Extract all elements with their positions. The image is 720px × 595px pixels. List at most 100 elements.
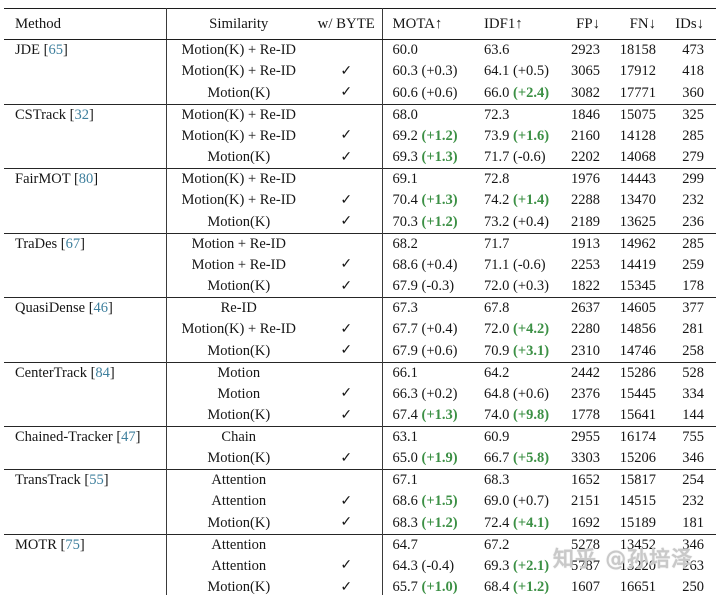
byte-check-cell [311, 361, 383, 383]
fn-cell: 14128 [619, 127, 656, 144]
idf1-cell: 70.9 (+3.1) [484, 342, 550, 359]
table-row: TransTrack [55] Attention 67.1 68.3 1652 1581… [4, 469, 716, 534]
delta-badge: (+0.2) [421, 385, 458, 402]
ids-cell: 259 [682, 256, 704, 273]
table-row: Motion(K) ✓ 60.6 (+0.6) 66.0 (+2.4) 3082 1777… [4, 82, 716, 104]
fp-cell: 1913 [562, 232, 606, 254]
checkmark-icon: ✓ [340, 321, 353, 337]
citation-link[interactable]: 80 [78, 171, 94, 187]
byte-check-cell [311, 426, 383, 448]
citation-link[interactable]: 75 [65, 536, 80, 553]
fp-cell: 1778 [571, 407, 600, 423]
byte-check-cell: ✓ [311, 447, 383, 470]
mota-cell: 68.2 [382, 232, 474, 254]
idf1-cell: 69.0 (+0.7) [484, 493, 549, 509]
delta-badge: (+0.4) [421, 321, 458, 337]
mota-cell: 60.6 (+0.6) [392, 84, 458, 101]
citation-link[interactable]: 32 [74, 106, 90, 123]
similarity-cell: Motion(K) [207, 342, 271, 359]
similarity-cell: Motion(K) + Re-ID [166, 39, 311, 61]
table-row: QuasiDense [46] Re-ID 67.3 67.8 2637 14605 377 [4, 297, 716, 362]
fn-cell: 14605 [606, 297, 662, 319]
citation-link[interactable]: 47 [121, 429, 136, 445]
idf1-cell: 72.0 (+0.3) [484, 278, 549, 294]
similarity-cell: Motion [217, 385, 261, 402]
checkmark-icon: ✓ [340, 407, 353, 423]
table-row: Motion(K) ✓ 68.3 (+1.2) 72.4 (+4.1) 1692 1518… [4, 512, 716, 534]
col-header-mota: MOTA↑ [382, 8, 474, 40]
citation-link[interactable]: 46 [93, 300, 109, 316]
delta-badge: (-0.4) [421, 557, 455, 574]
fn-cell: 13470 [619, 192, 656, 208]
table-row: Motion(K) ✓ 67.9 (+0.6) 70.9 (+3.1) 2310 1474… [4, 340, 716, 362]
idf1-cell: 73.9 (+1.6) [484, 127, 550, 144]
fp-cell: 3303 [571, 450, 600, 466]
mota-cell: 66.3 (+0.2) [392, 385, 458, 402]
fp-cell: 2376 [571, 385, 600, 402]
method-cell: CenterTrack [84] [4, 361, 167, 427]
citation-link[interactable]: 84 [95, 364, 110, 381]
table-row: Motion(K) + Re-ID ✓ 70.4 (+1.3) 74.2 (+1.4)… [4, 189, 716, 211]
delta-badge: (+0.3) [421, 63, 458, 79]
fn-cell: 15817 [606, 469, 662, 491]
delta-badge: (+1.2) [421, 127, 458, 144]
delta-badge: (+1.2) [421, 514, 458, 531]
fn-cell: 16174 [606, 426, 662, 448]
citation-link[interactable]: 67 [65, 235, 81, 252]
ids-cell: 346 [682, 450, 704, 466]
mota-cell: 64.7 [382, 533, 474, 555]
table-row: Motion(K) ✓ 65.0 (+1.9) 66.7 (+5.8) 3303 1520… [4, 447, 716, 470]
mota-cell: 63.1 [382, 426, 474, 448]
table-row: Motion ✓ 66.3 (+0.2) 64.8 (+0.6) 2376 15445 33… [4, 383, 716, 405]
citation-link[interactable]: 65 [48, 42, 63, 58]
fp-cell: 5787 [571, 557, 600, 574]
ids-cell: 285 [662, 232, 716, 254]
idf1-cell: 64.2 [474, 361, 562, 383]
mota-cell: 70.3 (+1.2) [392, 213, 458, 230]
similarity-cell: Motion(K) [207, 84, 271, 101]
fp-cell: 5278 [562, 533, 606, 555]
similarity-cell: Motion(K) [207, 579, 271, 595]
ids-cell: 473 [662, 39, 716, 61]
checkmark-icon: ✓ [340, 386, 353, 401]
citation-link[interactable]: 55 [89, 472, 104, 488]
byte-check-cell: ✓ [311, 512, 383, 534]
mota-cell: 60.3 (+0.3) [392, 63, 458, 79]
fn-cell: 18158 [606, 39, 662, 61]
byte-check-cell: ✓ [311, 576, 383, 595]
table-row: JDE [65] Motion(K) + Re-ID 60.0 63.6 2923 181… [4, 39, 716, 104]
ids-cell: 281 [682, 321, 704, 337]
table-row: Motion(K) ✓ 67.9 (-0.3) 72.0 (+0.3) 1822 1534… [4, 275, 716, 298]
fn-cell: 14068 [619, 149, 656, 165]
delta-badge: (+5.8) [513, 450, 550, 466]
idf1-cell: 68.3 [474, 469, 562, 491]
ids-cell: 181 [682, 514, 704, 531]
fn-cell: 17771 [619, 84, 656, 101]
similarity-cell: Motion(K) + Re-ID [166, 168, 311, 190]
fn-cell: 15286 [606, 361, 662, 383]
similarity-cell: Motion(K) [207, 213, 271, 230]
table-row: Motion(K) + Re-ID ✓ 69.2 (+1.2) 73.9 (+1.6)… [4, 125, 716, 147]
ids-cell: 299 [662, 168, 716, 190]
ids-cell: 279 [682, 149, 704, 165]
checkmark-icon: ✓ [340, 343, 353, 358]
delta-badge: (+4.1) [513, 514, 550, 531]
method-cell: TraDes [67] [4, 232, 167, 298]
fn-cell: 15075 [606, 103, 662, 125]
ids-cell: 232 [682, 493, 704, 509]
similarity-cell: Motion(K) + Re-ID [181, 63, 297, 79]
idf1-cell: 71.7 (-0.6) [484, 149, 546, 165]
similarity-cell: Attention [166, 469, 311, 491]
similarity-cell: Motion + Re-ID [191, 256, 286, 273]
similarity-cell: Motion(K) [207, 407, 271, 423]
delta-badge: (+2.4) [513, 84, 550, 101]
idf1-cell: 63.6 [474, 39, 562, 61]
idf1-cell: 67.8 [474, 297, 562, 319]
delta-badge: (+1.3) [421, 192, 458, 208]
table-row: CSTrack [32] Motion(K) + Re-ID 68.0 72.3 184… [4, 103, 716, 169]
byte-check-cell: ✓ [311, 189, 383, 211]
mota-cell: 68.6 (+1.5) [392, 493, 458, 509]
fp-cell: 3065 [571, 63, 600, 79]
byte-check-cell: ✓ [311, 125, 383, 147]
